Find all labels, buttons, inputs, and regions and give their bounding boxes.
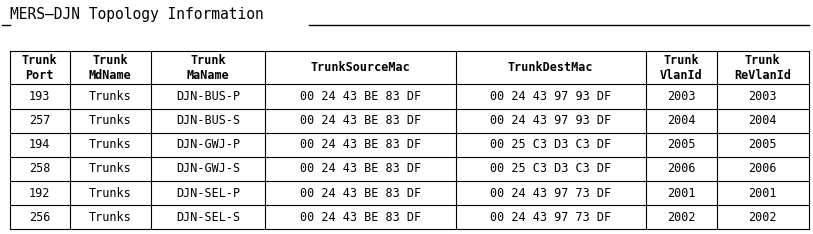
Text: MERS—DJN Topology Information: MERS—DJN Topology Information	[10, 7, 263, 22]
Text: 2003: 2003	[749, 90, 777, 103]
Text: 00 24 43 BE 83 DF: 00 24 43 BE 83 DF	[300, 162, 421, 176]
Text: DJN-GWJ-S: DJN-GWJ-S	[176, 162, 241, 176]
Text: Trunk
MaName: Trunk MaName	[187, 54, 229, 82]
Text: DJN-BUS-P: DJN-BUS-P	[176, 90, 241, 103]
Text: 00 24 43 97 93 DF: 00 24 43 97 93 DF	[490, 90, 611, 103]
Text: DJN-BUS-S: DJN-BUS-S	[176, 114, 241, 127]
Text: 00 24 43 97 73 DF: 00 24 43 97 73 DF	[490, 211, 611, 224]
Text: Trunk
MdName: Trunk MdName	[89, 54, 132, 82]
Text: Trunks: Trunks	[89, 90, 132, 103]
Text: 194: 194	[29, 138, 50, 151]
Text: 00 25 C3 D3 C3 DF: 00 25 C3 D3 C3 DF	[490, 138, 611, 151]
Text: Trunk
ReVlanId: Trunk ReVlanId	[734, 54, 791, 82]
Text: 2001: 2001	[667, 186, 695, 200]
Text: 00 25 C3 D3 C3 DF: 00 25 C3 D3 C3 DF	[490, 162, 611, 176]
Text: TrunkDestMac: TrunkDestMac	[508, 62, 593, 74]
Text: 2006: 2006	[667, 162, 695, 176]
Text: Trunks: Trunks	[89, 138, 132, 151]
Text: 00 24 43 BE 83 DF: 00 24 43 BE 83 DF	[300, 138, 421, 151]
Text: 2002: 2002	[667, 211, 695, 224]
Text: Trunks: Trunks	[89, 186, 132, 200]
Text: 2003: 2003	[667, 90, 695, 103]
Text: TrunkSourceMac: TrunkSourceMac	[311, 62, 411, 74]
Text: DJN-GWJ-P: DJN-GWJ-P	[176, 138, 241, 151]
Text: 257: 257	[29, 114, 50, 127]
Text: 258: 258	[29, 162, 50, 176]
Text: Trunks: Trunks	[89, 162, 132, 176]
Text: 2004: 2004	[667, 114, 695, 127]
Text: 00 24 43 97 93 DF: 00 24 43 97 93 DF	[490, 114, 611, 127]
Text: 2002: 2002	[749, 211, 777, 224]
Text: 2001: 2001	[749, 186, 777, 200]
Text: 256: 256	[29, 211, 50, 224]
Text: Trunks: Trunks	[89, 211, 132, 224]
Text: 2006: 2006	[749, 162, 777, 176]
Text: 2005: 2005	[667, 138, 695, 151]
Text: 192: 192	[29, 186, 50, 200]
Text: 193: 193	[29, 90, 50, 103]
Text: Trunks: Trunks	[89, 114, 132, 127]
Text: 00 24 43 BE 83 DF: 00 24 43 BE 83 DF	[300, 90, 421, 103]
Text: 2005: 2005	[749, 138, 777, 151]
Text: 2004: 2004	[749, 114, 777, 127]
Text: 00 24 43 97 73 DF: 00 24 43 97 73 DF	[490, 186, 611, 200]
Text: Trunk
Port: Trunk Port	[22, 54, 58, 82]
Text: Trunk
VlanId: Trunk VlanId	[660, 54, 702, 82]
Text: DJN-SEL-S: DJN-SEL-S	[176, 211, 241, 224]
Text: DJN-SEL-P: DJN-SEL-P	[176, 186, 241, 200]
Text: 00 24 43 BE 83 DF: 00 24 43 BE 83 DF	[300, 211, 421, 224]
Text: 00 24 43 BE 83 DF: 00 24 43 BE 83 DF	[300, 114, 421, 127]
Text: 00 24 43 BE 83 DF: 00 24 43 BE 83 DF	[300, 186, 421, 200]
